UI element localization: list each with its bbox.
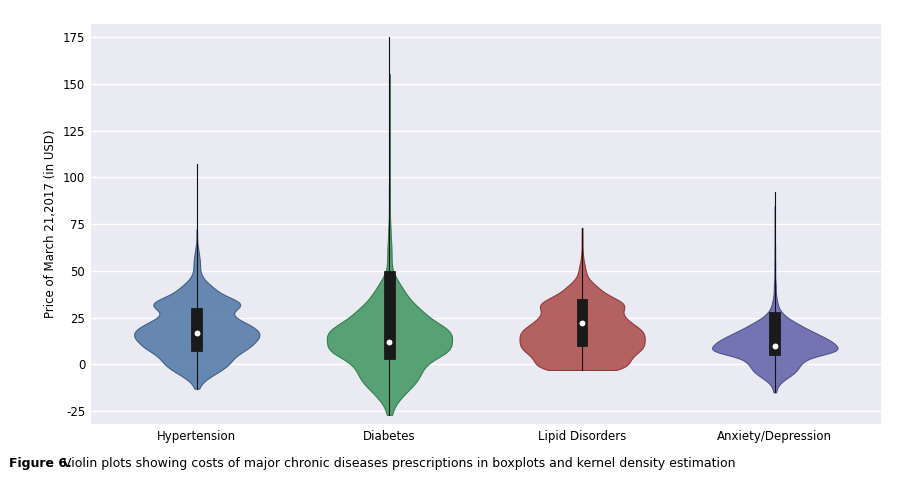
- Bar: [577, 299, 587, 346]
- Bar: [192, 308, 202, 351]
- Point: [767, 342, 782, 349]
- Bar: [769, 312, 780, 355]
- Point: [190, 329, 204, 336]
- Text: Figure 6.: Figure 6.: [9, 457, 72, 470]
- Bar: [384, 271, 395, 359]
- Text: Violin plots showing costs of major chronic diseases prescriptions in boxplots a: Violin plots showing costs of major chro…: [59, 457, 735, 470]
- Y-axis label: Price of March 21,2017 (in USD): Price of March 21,2017 (in USD): [44, 130, 57, 319]
- Point: [575, 320, 589, 327]
- Point: [382, 338, 397, 346]
